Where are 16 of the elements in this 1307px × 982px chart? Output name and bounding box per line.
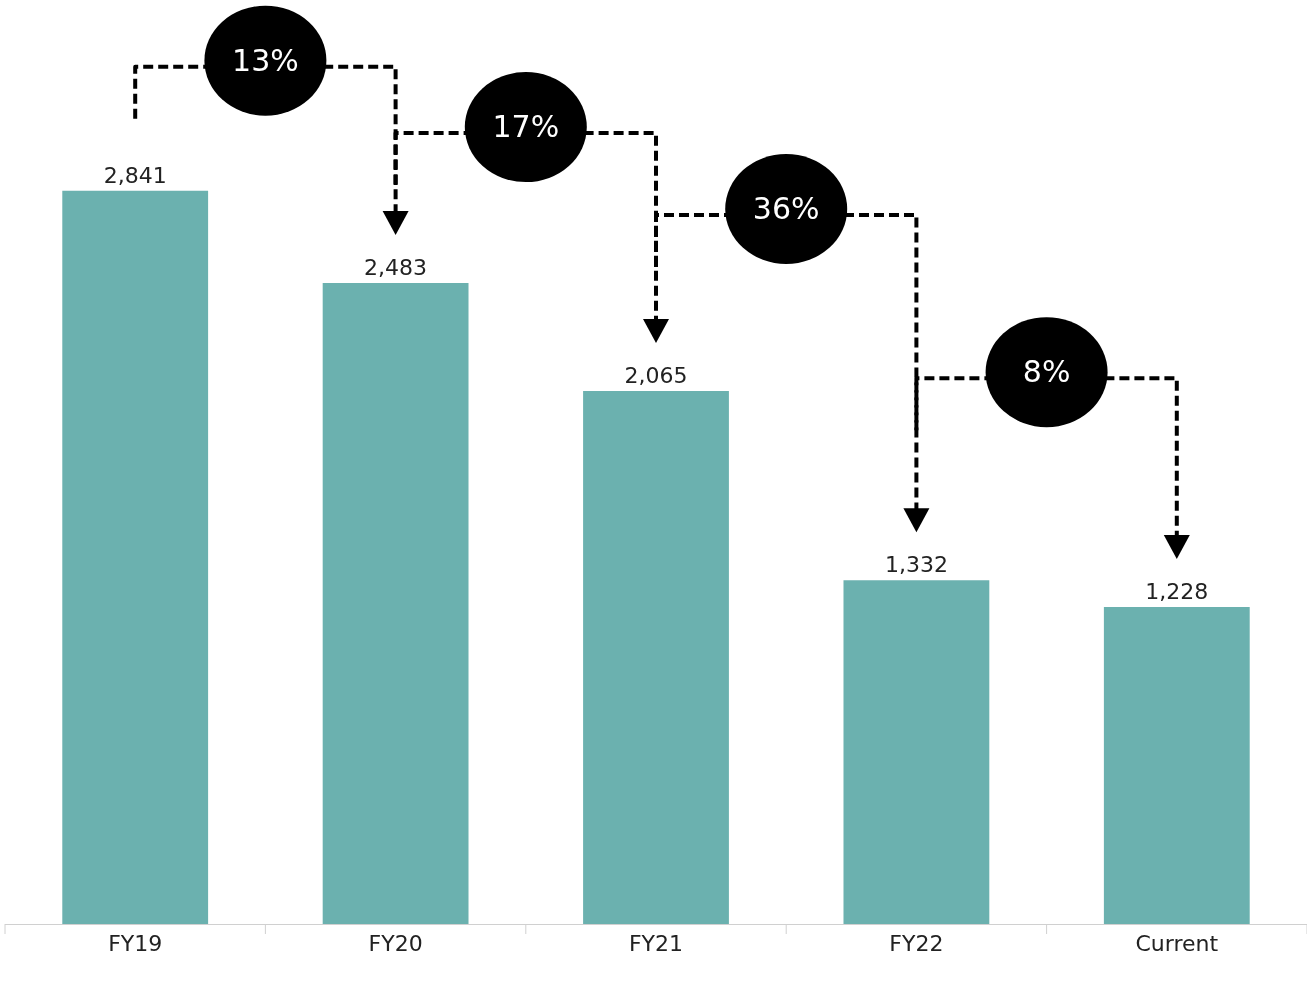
x-tick-label: FY19	[108, 931, 163, 957]
data-label: 1,332	[884, 552, 948, 578]
x-tick-label: Current	[1135, 931, 1219, 957]
text: 17%	[492, 109, 560, 145]
annotation: 8%	[1022, 354, 1071, 390]
x-tick-label: FY21	[628, 931, 684, 957]
bar	[1103, 607, 1250, 924]
x-tick-label: FY20	[368, 931, 423, 957]
data-label: 2,483	[364, 255, 428, 281]
bar	[843, 580, 990, 924]
data-label: 2,065	[624, 362, 688, 388]
x-tick-label: FY22	[889, 931, 944, 957]
annotation: 36%	[752, 190, 820, 226]
data-label: 2,841	[103, 162, 167, 188]
text: 13%	[232, 42, 299, 78]
data-label: 1,228	[1145, 579, 1209, 605]
